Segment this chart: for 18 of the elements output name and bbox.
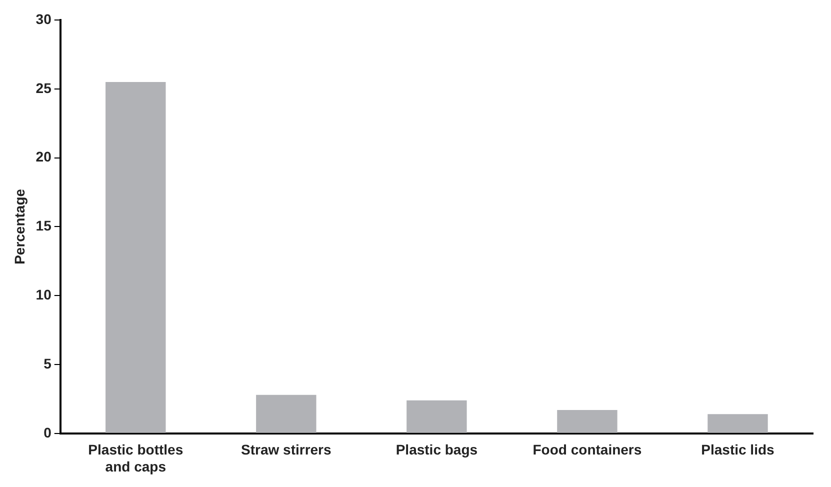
x-tick-label: Plastic bottles and caps <box>88 442 184 474</box>
x-tick-label: Food containers <box>532 442 642 458</box>
y-tick-label: 15 <box>36 218 52 234</box>
x-tick-label: Plastic bags <box>396 442 478 458</box>
bar <box>406 400 467 433</box>
bar <box>708 414 768 433</box>
x-tick-label: Plastic lids <box>701 442 775 458</box>
bar <box>557 410 618 433</box>
y-tick-label: 20 <box>36 148 52 165</box>
y-axis-title: Percentage <box>11 188 28 264</box>
y-tick-label: 25 <box>36 80 52 96</box>
y-tick-label: 30 <box>36 10 52 27</box>
y-tick-label: 5 <box>44 355 52 372</box>
x-tick-label: Straw stirrers <box>241 442 332 458</box>
y-tick-label: 10 <box>36 286 52 302</box>
bar <box>106 82 166 433</box>
y-tick-label: 0 <box>44 424 52 440</box>
bar <box>256 394 316 433</box>
